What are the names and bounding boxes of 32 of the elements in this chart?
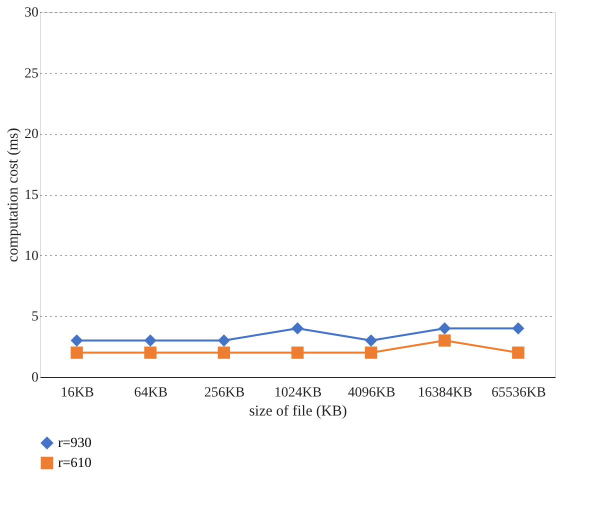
point <box>218 334 230 347</box>
y-tick-label: 5 <box>32 310 38 325</box>
point <box>438 334 451 347</box>
y-tick-label: 30 <box>24 6 38 20</box>
point <box>438 322 451 334</box>
x-tick-label: 1024KB <box>274 386 322 400</box>
y-tick-label: 10 <box>24 248 38 264</box>
y-tick-label: 15 <box>24 188 38 203</box>
point <box>291 322 304 334</box>
point <box>364 334 378 347</box>
point <box>144 346 156 359</box>
point <box>144 334 156 347</box>
point <box>364 346 378 359</box>
point <box>512 346 524 359</box>
y-axis-title: computation cost (ms) <box>6 128 22 262</box>
y-tick-label: 25 <box>24 66 38 82</box>
x-axis-title: size of file (KB) <box>249 404 347 420</box>
point <box>70 334 83 347</box>
point <box>218 346 230 359</box>
x-tick-label: 4096KB <box>348 386 396 400</box>
x-tick-label: 16384KB <box>418 386 472 400</box>
point <box>70 346 83 359</box>
y-tick-label: 20 <box>24 127 38 142</box>
x-tick-label: 65536KB <box>491 386 546 400</box>
x-tick-label: 16KB <box>60 386 94 400</box>
x-tick-label: 64KB <box>134 386 168 400</box>
x-tick-label: 256KB <box>204 386 245 400</box>
legend-label: r=930 <box>58 436 92 451</box>
legend-label: r=610 <box>58 456 92 471</box>
point <box>512 322 524 334</box>
y-tick-label: 0 <box>32 370 38 386</box>
point <box>291 346 304 359</box>
